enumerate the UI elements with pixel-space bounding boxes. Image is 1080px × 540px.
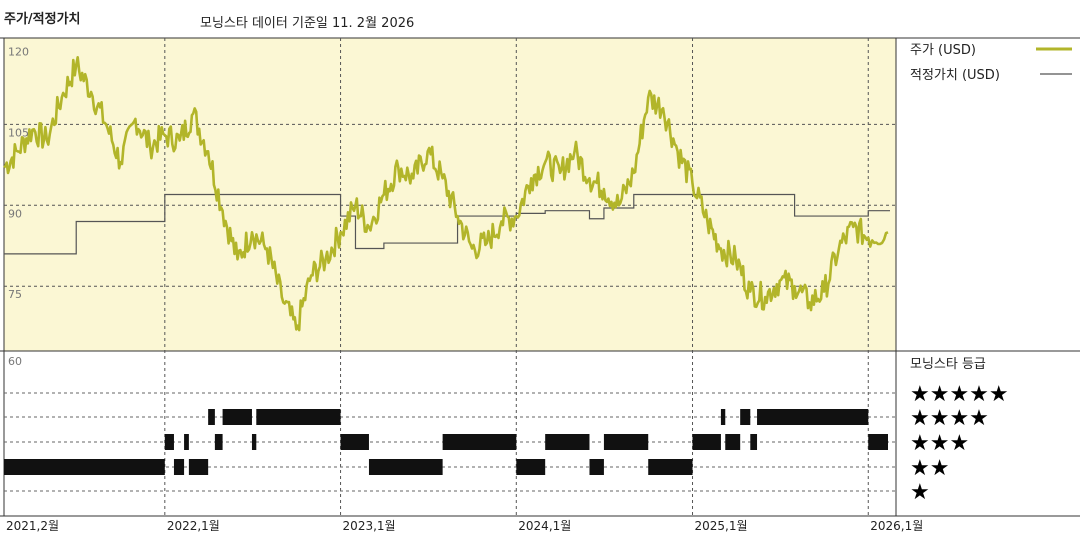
rating-band	[208, 409, 215, 425]
rating-band	[188, 459, 209, 475]
legend: 주가 (USD) 적정가치 (USD) 모닝스타 등급 ★★★★★★★★★★★★…	[910, 43, 1072, 505]
rating-band	[725, 434, 741, 450]
fair-value-line	[4, 193, 890, 255]
axis-ticks: 120 105 90 75 60 2021,2월 2022,1월 2023,1월 2024,1월…	[6, 45, 923, 533]
legend-rating-title: 모닝스타 등급	[910, 357, 986, 372]
rating-stars-label: ★★	[910, 456, 949, 481]
x-tick-label: 2022,1월	[167, 519, 220, 533]
rating-axis-tick-label: 60	[8, 355, 22, 368]
rating-band	[648, 459, 693, 475]
price-line	[3, 56, 889, 332]
legend-fair-label: 적정가치 (USD)	[910, 68, 1000, 83]
rating-band	[368, 459, 443, 475]
rating-stars-label: ★	[910, 480, 930, 505]
x-tick-label: 2026,1월	[870, 519, 923, 533]
rating-stars-label: ★★★★	[910, 406, 989, 431]
x-tick-label: 2023,1월	[343, 519, 396, 533]
price-tick-label: 90	[8, 207, 22, 220]
price-tick-label: 105	[8, 126, 29, 139]
rating-stars-label: ★★★	[910, 431, 969, 456]
legend-price-label: 주가 (USD)	[910, 43, 976, 58]
price-tick-label: 120	[8, 45, 29, 58]
x-tick-label: 2025,1월	[695, 519, 748, 533]
rating-band	[750, 434, 758, 450]
rating-band	[222, 409, 252, 425]
rating-band	[757, 409, 869, 425]
rating-panel	[4, 409, 888, 475]
rating-band	[868, 434, 888, 450]
rating-band	[173, 459, 185, 475]
rating-band	[4, 459, 165, 475]
rating-band	[184, 434, 189, 450]
rating-band	[589, 459, 604, 475]
rating-band	[516, 459, 546, 475]
price-tick-label: 75	[8, 288, 22, 301]
rating-band	[251, 434, 257, 450]
series-lines	[3, 56, 890, 332]
x-tick-label: 2021,2월	[6, 519, 59, 533]
rating-band	[214, 434, 223, 450]
rating-band	[692, 434, 721, 450]
rating-band	[442, 434, 517, 450]
rating-band	[164, 434, 174, 450]
rating-band	[603, 434, 649, 450]
rating-band	[340, 434, 369, 450]
rating-stars-label: ★★★★★	[910, 382, 1009, 407]
rating-band	[256, 409, 341, 425]
rating-band	[545, 434, 590, 450]
rating-band	[720, 409, 726, 425]
chart-title: 주가/적정가치	[4, 11, 81, 27]
chart-subtitle: 모닝스타 데이터 기준일 11. 2월 2026	[200, 16, 414, 31]
x-tick-label: 2024,1월	[518, 519, 571, 533]
rating-band	[740, 409, 751, 425]
